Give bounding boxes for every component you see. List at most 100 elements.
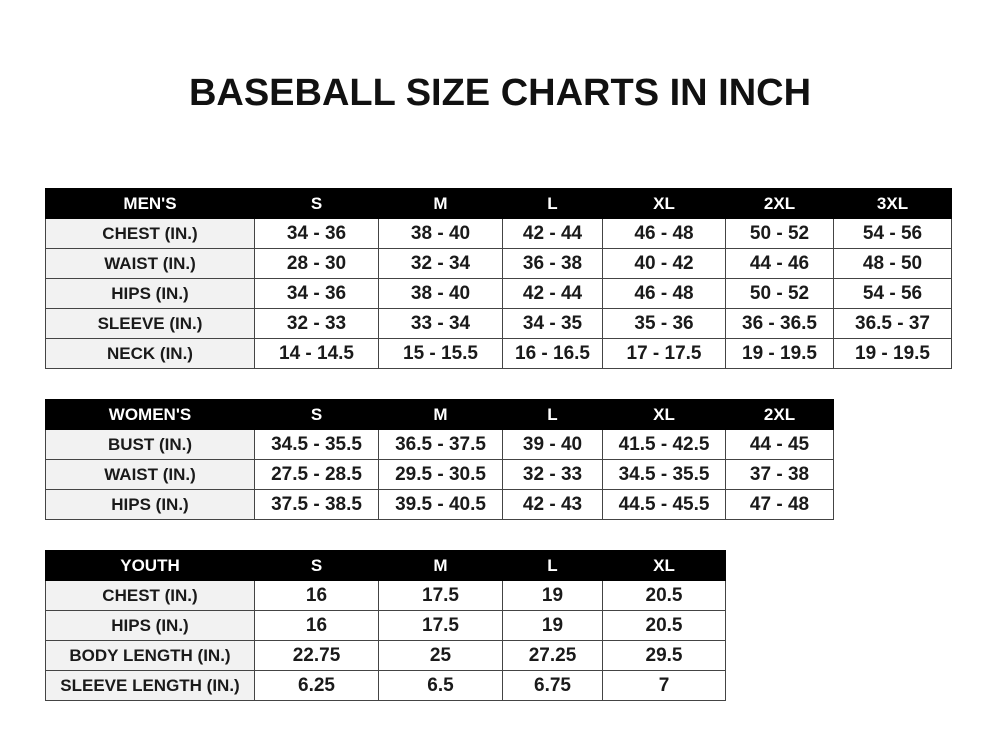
- size-cell: 44 - 45: [725, 429, 834, 460]
- column-header: L: [502, 188, 603, 219]
- size-cell: 16: [254, 610, 379, 641]
- column-header: XL: [602, 188, 726, 219]
- size-cell: 29.5 - 30.5: [378, 459, 503, 490]
- row-label: HIPS (IN.): [45, 489, 255, 520]
- column-header: MEN'S: [45, 188, 255, 219]
- size-cell: 32 - 34: [378, 248, 503, 279]
- size-cell: 38 - 40: [378, 218, 503, 249]
- size-cell: 34 - 36: [254, 218, 379, 249]
- page-title: BASEBALL SIZE CHARTS IN INCH: [188, 72, 812, 114]
- table-row: NECK (IN.) 14 - 14.5 15 - 15.5 16 - 16.5 17 …: [45, 338, 952, 369]
- row-label: CHEST (IN.): [45, 580, 255, 611]
- size-cell: 22.75: [254, 640, 379, 671]
- size-cell: 25: [378, 640, 503, 671]
- row-label: BUST (IN.): [45, 429, 255, 460]
- size-cell: 41.5 - 42.5: [602, 429, 726, 460]
- column-header: YOUTH: [45, 550, 255, 581]
- size-cell: 19 - 19.5: [833, 338, 952, 369]
- column-header: XL: [602, 550, 726, 581]
- column-header: XL: [602, 399, 726, 430]
- size-cell: 50 - 52: [725, 278, 834, 309]
- table-row: HIPS (IN.) 37.5 - 38.5 39.5 - 40.5 42 - 43 4…: [45, 489, 834, 520]
- size-cell: 19 - 19.5: [725, 338, 834, 369]
- row-label: HIPS (IN.): [45, 278, 255, 309]
- row-label: NECK (IN.): [45, 338, 255, 369]
- size-cell: 32 - 33: [254, 308, 379, 339]
- column-header: 2XL: [725, 188, 834, 219]
- size-cell: 36 - 38: [502, 248, 603, 279]
- size-cell: 15 - 15.5: [378, 338, 503, 369]
- table-row: SLEEVE LENGTH (IN.) 6.25 6.5 6.75 7: [45, 670, 726, 701]
- size-cell: 37 - 38: [725, 459, 834, 490]
- header-row: MEN'S S M L XL 2XL 3XL: [45, 188, 952, 219]
- size-cell: 16: [254, 580, 379, 611]
- size-cell: 34 - 35: [502, 308, 603, 339]
- row-label: WAIST (IN.): [45, 248, 255, 279]
- size-cell: 47 - 48: [725, 489, 834, 520]
- table-row: SLEEVE (IN.) 32 - 33 33 - 34 34 - 35 35 - 36…: [45, 308, 952, 339]
- column-header: S: [254, 550, 379, 581]
- size-cell: 33 - 34: [378, 308, 503, 339]
- size-cell: 36.5 - 37: [833, 308, 952, 339]
- size-cell: 34 - 36: [254, 278, 379, 309]
- size-cell: 42 - 44: [502, 218, 603, 249]
- table-row: CHEST (IN.) 16 17.5 19 20.5: [45, 580, 726, 611]
- column-header: 3XL: [833, 188, 952, 219]
- column-header: M: [378, 399, 503, 430]
- table-row: HIPS (IN.) 34 - 36 38 - 40 42 - 44 46 - 48 50…: [45, 278, 952, 309]
- size-cell: 36 - 36.5: [725, 308, 834, 339]
- size-cell: 35 - 36: [602, 308, 726, 339]
- womens-size-table: WOMEN'S S M L XL 2XL BUST (IN.) 34.5 - 35.5 36.5…: [45, 399, 834, 520]
- size-cell: 20.5: [602, 580, 726, 611]
- column-header: M: [378, 188, 503, 219]
- size-cell: 6.5: [378, 670, 503, 701]
- size-cell: 16 - 16.5: [502, 338, 603, 369]
- size-cell: 19: [502, 610, 603, 641]
- size-cell: 44 - 46: [725, 248, 834, 279]
- size-cell: 40 - 42: [602, 248, 726, 279]
- size-cell: 48 - 50: [833, 248, 952, 279]
- header-row: WOMEN'S S M L XL 2XL: [45, 399, 834, 430]
- row-label: SLEEVE (IN.): [45, 308, 255, 339]
- size-cell: 17.5: [378, 610, 503, 641]
- size-cell: 34.5 - 35.5: [602, 459, 726, 490]
- size-cell: 6.25: [254, 670, 379, 701]
- size-cell: 17.5: [378, 580, 503, 611]
- size-cell: 17 - 17.5: [602, 338, 726, 369]
- table-row: CHEST (IN.) 34 - 36 38 - 40 42 - 44 46 - 48 5…: [45, 218, 952, 249]
- size-cell: 50 - 52: [725, 218, 834, 249]
- column-header: 2XL: [725, 399, 834, 430]
- size-cell: 28 - 30: [254, 248, 379, 279]
- size-cell: 34.5 - 35.5: [254, 429, 379, 460]
- size-cell: 54 - 56: [833, 218, 952, 249]
- size-cell: 14 - 14.5: [254, 338, 379, 369]
- row-label: WAIST (IN.): [45, 459, 255, 490]
- row-label: SLEEVE LENGTH (IN.): [45, 670, 255, 701]
- size-cell: 46 - 48: [602, 218, 726, 249]
- size-cell: 36.5 - 37.5: [378, 429, 503, 460]
- size-cell: 7: [602, 670, 726, 701]
- column-header: S: [254, 399, 379, 430]
- size-cell: 44.5 - 45.5: [602, 489, 726, 520]
- table-row: BODY LENGTH (IN.) 22.75 25 27.25 29.5: [45, 640, 726, 671]
- size-cell: 39 - 40: [502, 429, 603, 460]
- size-cell: 46 - 48: [602, 278, 726, 309]
- header-row: YOUTH S M L XL: [45, 550, 726, 581]
- size-cell: 29.5: [602, 640, 726, 671]
- table-row: HIPS (IN.) 16 17.5 19 20.5: [45, 610, 726, 641]
- size-cell: 39.5 - 40.5: [378, 489, 503, 520]
- size-cell: 42 - 44: [502, 278, 603, 309]
- column-header: S: [254, 188, 379, 219]
- size-cell: 27.5 - 28.5: [254, 459, 379, 490]
- table-row: WAIST (IN.) 28 - 30 32 - 34 36 - 38 40 - 42 4…: [45, 248, 952, 279]
- column-header: L: [502, 399, 603, 430]
- column-header: WOMEN'S: [45, 399, 255, 430]
- size-cell: 27.25: [502, 640, 603, 671]
- size-cell: 19: [502, 580, 603, 611]
- table-row: BUST (IN.) 34.5 - 35.5 36.5 - 37.5 39 - 40 4…: [45, 429, 834, 460]
- table-row: WAIST (IN.) 27.5 - 28.5 29.5 - 30.5 32 - 33…: [45, 459, 834, 490]
- mens-size-table: MEN'S S M L XL 2XL 3XL CHEST (IN.) 34 - 36 38 - 4…: [45, 188, 952, 369]
- row-label: BODY LENGTH (IN.): [45, 640, 255, 671]
- youth-size-table: YOUTH S M L XL CHEST (IN.) 16 17.5 19 20.5 HIPS (I…: [45, 550, 726, 701]
- column-header: M: [378, 550, 503, 581]
